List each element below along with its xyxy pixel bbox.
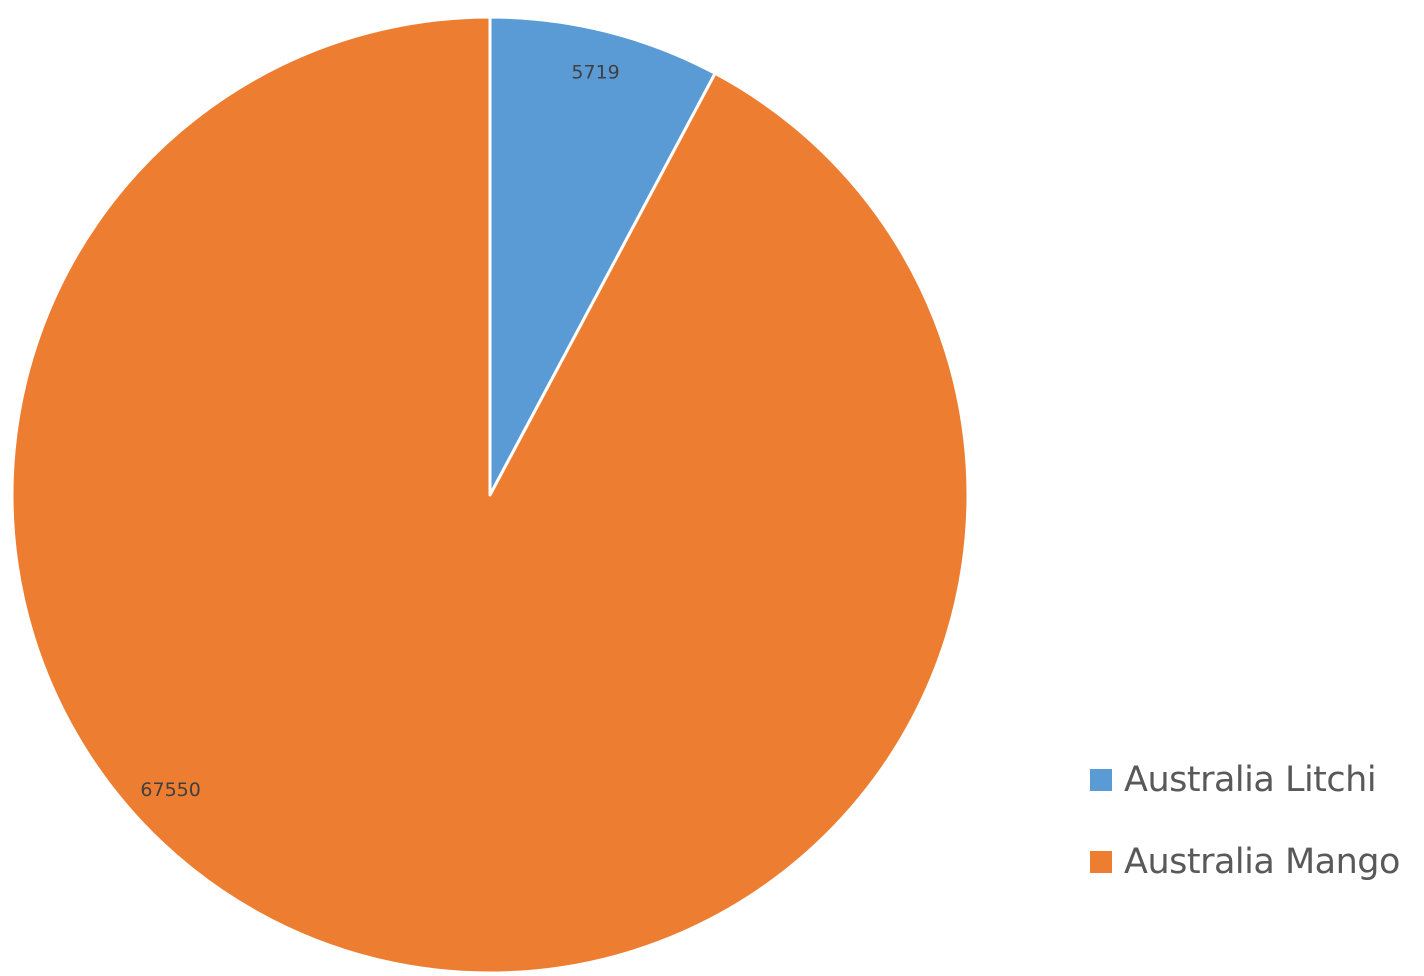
- pie-slices: [10, 15, 970, 975]
- legend-swatch-mango: [1090, 851, 1112, 873]
- pie-data-labels: 5719 67550: [140, 62, 619, 801]
- legend-swatch-litchi: [1090, 769, 1112, 791]
- data-label-litchi: 5719: [571, 62, 619, 84]
- legend-label-litchi: Australia Litchi: [1124, 760, 1377, 800]
- legend-item-mango: Australia Mango: [1090, 840, 1420, 884]
- legend-item-litchi: Australia Litchi: [1090, 758, 1420, 802]
- slice-litchi: [488, 15, 717, 497]
- slice-mango: [10, 15, 970, 975]
- legend: Australia Litchi Australia Mango: [1090, 758, 1420, 922]
- data-label-mango: 67550: [140, 779, 200, 801]
- legend-label-mango: Australia Mango: [1124, 842, 1400, 882]
